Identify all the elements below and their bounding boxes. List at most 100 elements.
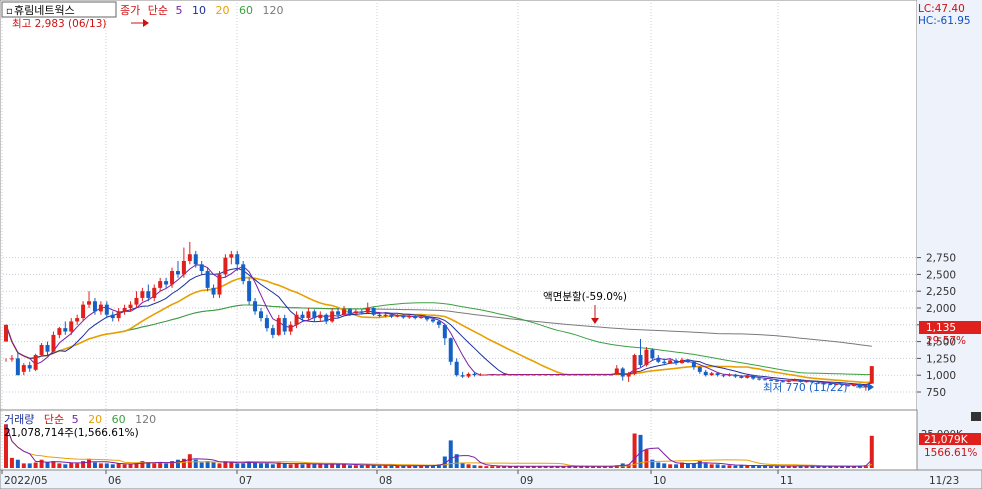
- volume-bar: [69, 462, 74, 468]
- low-arrow-head: [868, 383, 874, 391]
- candle-up: [863, 385, 868, 388]
- last-volume-tag: [919, 433, 981, 445]
- last-volume: 21,079K: [924, 434, 969, 446]
- volume-bar: [63, 464, 68, 468]
- candle-up: [745, 375, 750, 378]
- candle-up: [792, 379, 797, 381]
- volume-bar: [353, 465, 358, 468]
- date-label: 08: [379, 475, 392, 487]
- candlesticks: [4, 241, 874, 391]
- candle-down: [674, 360, 679, 364]
- volume-bar: [537, 466, 542, 468]
- candle-down: [715, 373, 720, 376]
- candle-down: [656, 358, 661, 362]
- candle-down: [739, 376, 744, 378]
- volume-bar: [359, 465, 364, 468]
- candle-up: [644, 349, 649, 366]
- volume-bar: [122, 464, 127, 468]
- volume-bar: [567, 466, 572, 468]
- volume-bar: [608, 466, 613, 468]
- volume-bar: [395, 465, 400, 468]
- volume-bar: [745, 465, 750, 468]
- candle-down: [377, 314, 382, 317]
- candle-down: [768, 379, 773, 381]
- candle-down: [822, 383, 827, 385]
- high-annotation: 최고 2,983 (06/13): [12, 18, 107, 30]
- volume-bar: [863, 465, 868, 468]
- volume-bar: [810, 466, 815, 468]
- volume-bar: [27, 463, 32, 468]
- vol-ma5-line: [5, 424, 873, 467]
- volume-bar: [425, 465, 430, 468]
- volume-bar: [786, 465, 791, 468]
- volume-bar: [840, 466, 845, 468]
- volume-bar: [9, 457, 14, 468]
- candle-down: [110, 314, 115, 319]
- volume-bar: [668, 464, 673, 468]
- candle-down: [312, 311, 317, 319]
- candle-down: [347, 309, 352, 314]
- volume-panel-close-icon[interactable]: [971, 412, 981, 421]
- volume-bar: [573, 466, 578, 468]
- candle-down: [389, 314, 394, 317]
- volume-bar: [460, 462, 465, 468]
- candle-up: [591, 374, 596, 376]
- volume-bar: [774, 466, 779, 468]
- volume-bar: [87, 458, 92, 468]
- candle-down: [721, 375, 726, 377]
- candle-up: [508, 374, 513, 376]
- stock-name-box[interactable]: [1, 1, 117, 18]
- ma10-line: [5, 267, 872, 386]
- volume-bar: [181, 458, 186, 468]
- date-label: 06: [108, 475, 122, 487]
- volume-bar: [585, 466, 590, 468]
- volume-bar: [134, 462, 139, 468]
- candle-up: [466, 373, 471, 377]
- volume-bar: [543, 466, 548, 468]
- volume-bar: [442, 456, 447, 468]
- last-price: 1,135: [926, 322, 956, 334]
- volume-bar: [561, 466, 566, 468]
- volume-bar: [146, 462, 151, 468]
- candle-up: [122, 308, 127, 312]
- price-tick-label: 2,250: [926, 286, 956, 298]
- volume-bar: [822, 466, 827, 468]
- split-arrow-head: [591, 318, 599, 324]
- volume-bar: [419, 465, 424, 468]
- volume-bar: [436, 464, 441, 468]
- volume-bar: [828, 466, 833, 468]
- candle-up: [21, 365, 26, 372]
- volume-bar: [318, 464, 323, 468]
- price-tick-label: 750: [926, 387, 946, 399]
- candle-down: [258, 311, 263, 319]
- candle-up: [478, 374, 483, 376]
- candle-up: [561, 374, 566, 376]
- candle-up: [128, 304, 133, 308]
- volume-bar: [407, 465, 412, 468]
- candle-down: [840, 383, 845, 386]
- volume-bar: [270, 464, 275, 468]
- date-label: 2022/05: [4, 475, 48, 487]
- volume-bar: [834, 466, 839, 468]
- candle-up: [51, 334, 56, 352]
- candle-down: [828, 383, 833, 385]
- volume-bar: [229, 462, 234, 468]
- candle-down: [359, 311, 364, 313]
- price-axis-panel: [917, 0, 982, 470]
- candle-up: [602, 374, 607, 376]
- candle-up: [140, 291, 145, 298]
- candle-up: [223, 257, 228, 275]
- candle-down: [104, 304, 109, 315]
- date-axis-panel: [0, 469, 982, 489]
- candle-up: [626, 373, 631, 377]
- vol-ma20-legend: 20: [88, 413, 102, 426]
- volume-bar: [579, 466, 584, 468]
- candle-down: [436, 321, 441, 325]
- candle-up: [9, 358, 14, 360]
- candle-down: [757, 378, 762, 380]
- volume-bar: [164, 463, 169, 468]
- volume-bar: [140, 461, 145, 468]
- volume-bar: [92, 462, 97, 468]
- candle-up: [342, 309, 347, 315]
